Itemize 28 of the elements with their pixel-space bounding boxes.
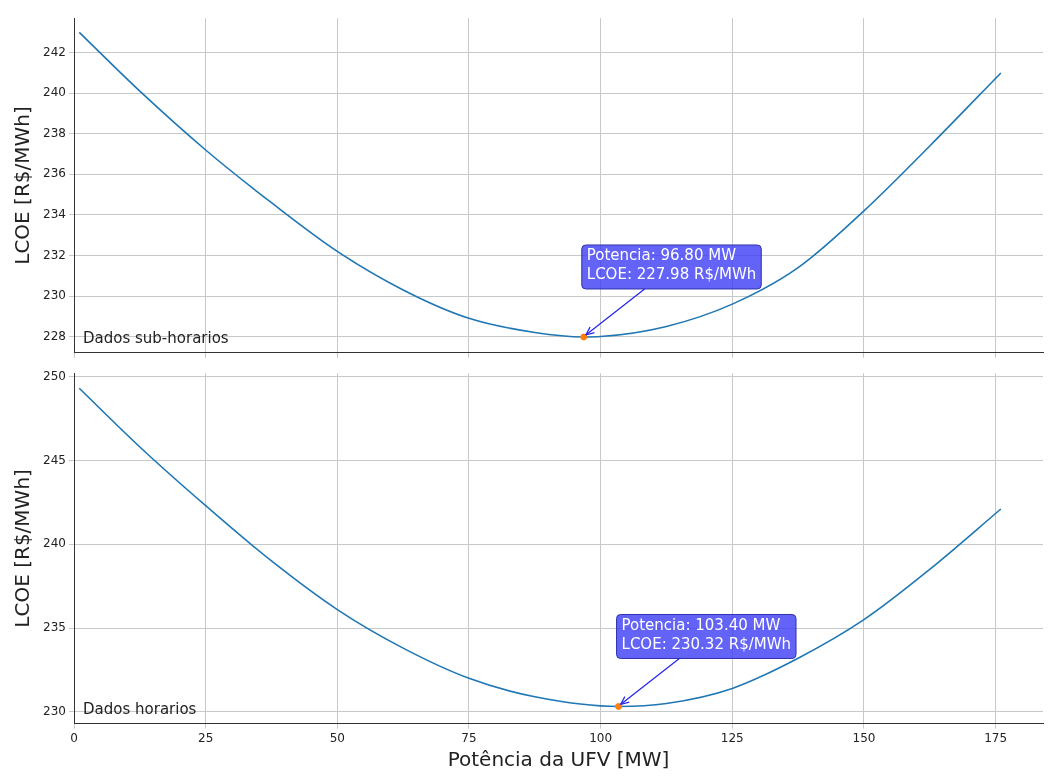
x-tick-label: 125	[720, 730, 744, 745]
x-tick-label: 50	[329, 730, 345, 745]
y-tick-label: 230	[43, 703, 66, 718]
y-tick-label: 236	[43, 166, 66, 181]
y-tick-label: 240	[43, 536, 66, 551]
x-tick-label: 150	[852, 730, 876, 745]
y-tick-label: 230	[43, 288, 66, 303]
y-axis-title: LCOE [R$/MWh]	[10, 106, 35, 265]
y-tick-label: 228	[43, 328, 66, 343]
y-tick-label: 245	[43, 452, 66, 467]
x-tick-label: 75	[461, 730, 477, 745]
x-tick-label: 175	[984, 730, 1008, 745]
y-axis-title: LCOE [R$/MWh]	[10, 469, 35, 628]
annotation: Potencia: 103.40 MW LCOE: 230.32 R$/MWh	[621, 615, 792, 653]
y-tick-label: 232	[43, 247, 66, 262]
y-tick-label: 235	[43, 620, 66, 635]
x-tick-label: 25	[198, 730, 214, 745]
y-tick-label: 250	[43, 368, 66, 383]
annotation: Potencia: 96.80 MW LCOE: 227.98 R$/MWh	[586, 246, 757, 284]
x-tick-label: 0	[70, 730, 78, 745]
x-tick-label: 100	[589, 730, 613, 745]
y-tick-label: 234	[43, 207, 66, 222]
y-tick-label: 242	[43, 44, 66, 59]
y-tick-label: 238	[43, 125, 66, 140]
y-tick-label: 240	[43, 85, 66, 100]
annotation: Dados sub-horarios	[83, 329, 229, 348]
annotation: Dados horarios	[83, 699, 197, 718]
x-axis-title: Potência da UFV [MW]	[447, 747, 670, 772]
